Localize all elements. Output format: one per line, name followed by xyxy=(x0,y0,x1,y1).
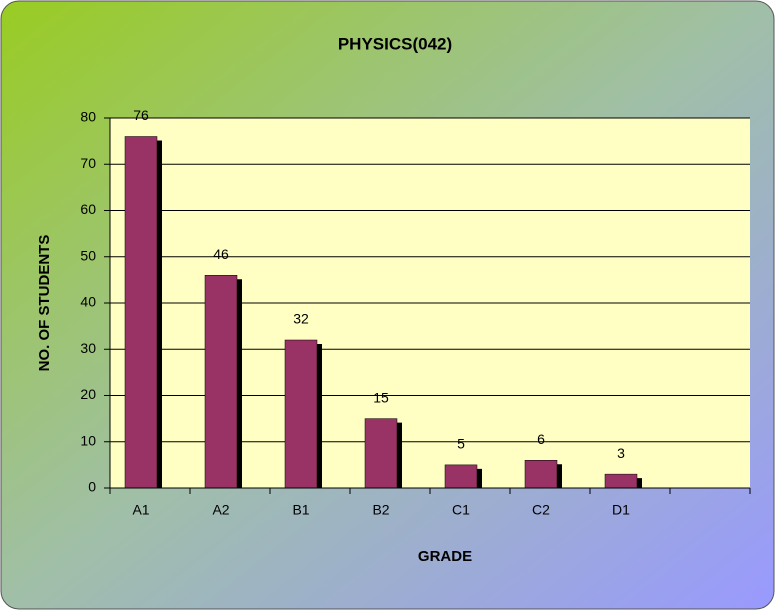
x-tick-label: B1 xyxy=(292,502,309,518)
chart-title: PHYSICS(042) xyxy=(338,34,452,53)
data-label: 46 xyxy=(213,246,229,262)
y-tick-label: 0 xyxy=(88,479,96,495)
bar xyxy=(524,460,558,489)
y-tick-label: 80 xyxy=(80,109,96,125)
bar xyxy=(364,418,398,489)
y-tick-label: 10 xyxy=(80,432,96,448)
bar xyxy=(284,339,318,489)
y-tick-label: 50 xyxy=(80,247,96,263)
bar xyxy=(124,136,158,489)
data-label: 32 xyxy=(293,311,309,327)
x-tick-label: A2 xyxy=(212,502,229,518)
data-label: 76 xyxy=(133,107,149,123)
y-axis-label: NO. OF STUDENTS xyxy=(36,235,53,372)
y-tick-label: 70 xyxy=(80,155,96,171)
bar xyxy=(444,464,478,489)
bar xyxy=(204,275,238,489)
x-tick-label: B2 xyxy=(372,502,389,518)
y-tick-label: 20 xyxy=(80,386,96,402)
y-tick-label: 30 xyxy=(80,340,96,356)
data-label: 6 xyxy=(537,431,545,447)
x-axis-label: GRADE xyxy=(418,548,472,565)
y-tick-label: 60 xyxy=(80,201,96,217)
x-tick-label: C1 xyxy=(452,502,470,518)
x-tick-label: C2 xyxy=(532,502,550,518)
data-label: 3 xyxy=(617,445,625,461)
x-tick-label: D1 xyxy=(612,502,630,518)
data-label: 5 xyxy=(457,436,465,452)
x-tick-label: A1 xyxy=(132,502,149,518)
data-label: 15 xyxy=(373,389,389,405)
bar xyxy=(604,473,638,489)
y-tick-label: 40 xyxy=(80,294,96,310)
